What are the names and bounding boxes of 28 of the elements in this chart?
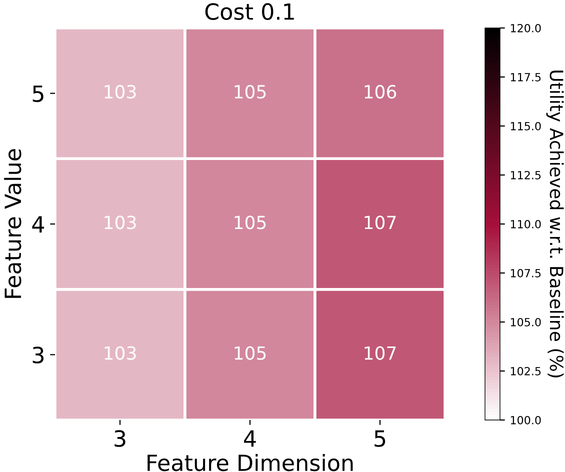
data-label: 107 [364,216,396,230]
color-bar-label: 105.0 [510,318,541,326]
data-label: 105 [234,84,266,99]
color-bar-label: 117.5 [510,73,541,82]
color-bar-label: 115.0 [510,122,541,130]
x-tick-label: 3 [114,430,126,447]
y-axis-title: Feature Value [4,149,22,298]
color-bar-label: 110.0 [510,220,541,228]
color-bar-label: 107.5 [510,268,541,278]
color-bar-label: 102.5 [510,366,541,376]
color-bar-label: 112.5 [510,170,541,180]
chart-title: Cost 0.1 [205,3,294,20]
x-tick-label: 5 [374,430,386,447]
x-axis-title: Feature Dimension [148,454,353,472]
y-tick-label: 5 [32,86,44,102]
data-label: 107 [364,346,396,360]
data-label: 105 [234,346,266,360]
data-label: 103 [104,84,136,99]
y-tick-label: 4 [32,216,44,232]
data-label: 105 [234,216,266,230]
color-bar-label: 120.0 [510,24,541,32]
color-bar-label: 100.0 [510,416,541,424]
x-tick-label: 4 [244,430,256,447]
y-tick-label: 3 [32,346,44,364]
data-label: 103 [104,346,136,360]
data-label: 103 [104,216,136,230]
data-label: 106 [364,84,396,99]
color-bar-title: Utility Achieved w.r.t. Baseline (%) [546,70,564,378]
